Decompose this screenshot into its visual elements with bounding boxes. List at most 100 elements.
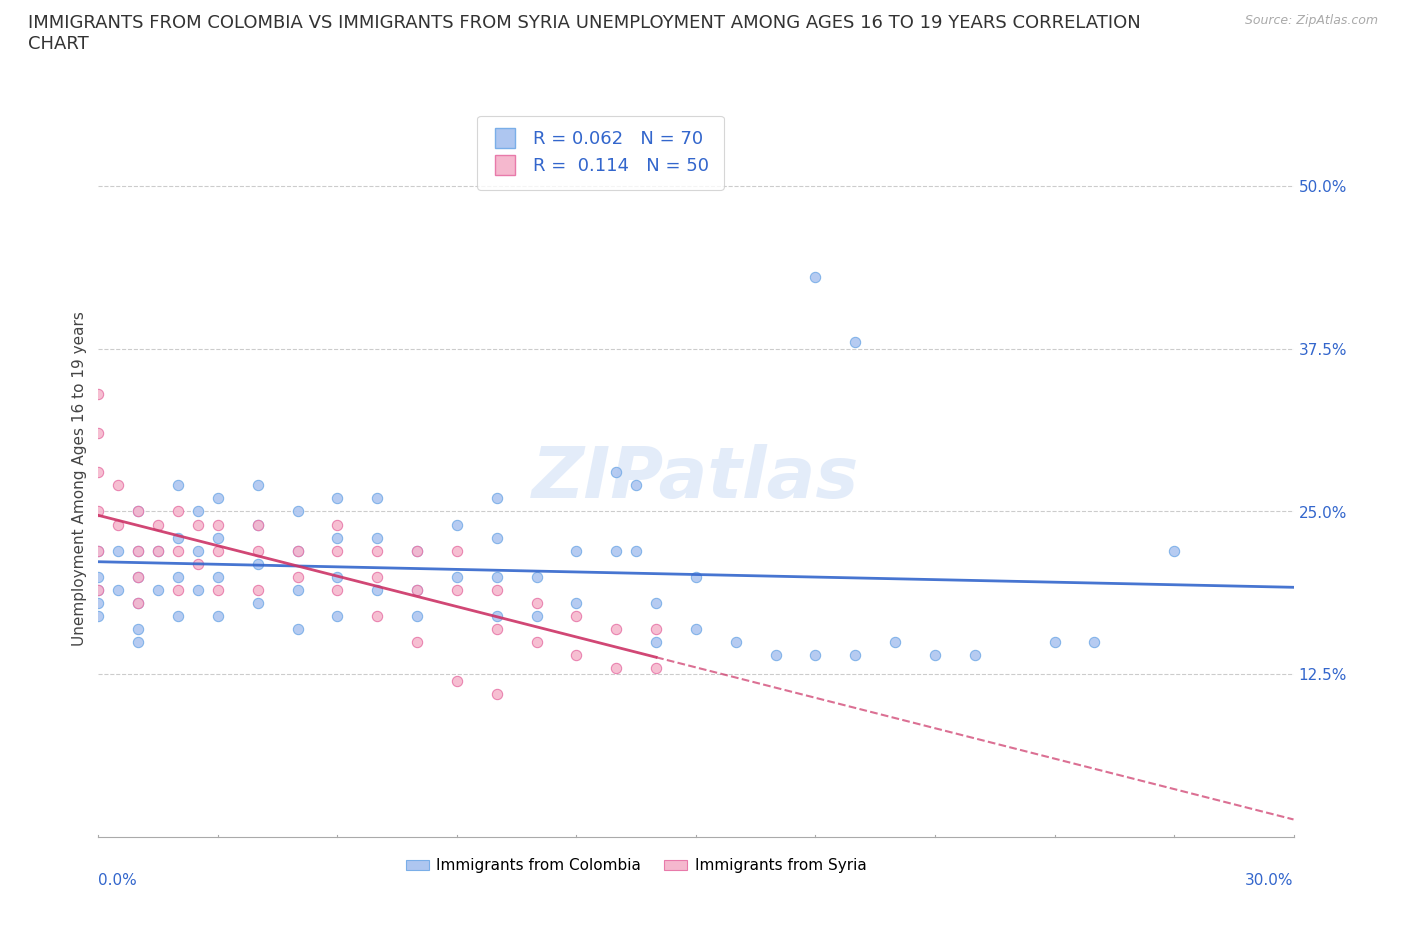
Point (485, 608, 508, 623)
Text: 0.0%: 0.0% (98, 872, 138, 888)
Point (87, 582, 110, 597)
Point (187, 517, 209, 532)
Point (107, 543, 129, 558)
Point (446, 543, 468, 558)
Point (287, 543, 309, 558)
Point (87, 582, 110, 597)
Point (87, 569, 110, 584)
Point (207, 530, 229, 545)
Point (287, 621, 309, 636)
Point (326, 543, 349, 558)
Point (844, 647, 866, 662)
Point (207, 582, 229, 597)
Point (1083, 634, 1105, 649)
Point (406, 543, 429, 558)
Point (526, 634, 548, 649)
Point (207, 608, 229, 623)
Text: ZIPatlas: ZIPatlas (533, 445, 859, 513)
Point (187, 504, 209, 519)
Text: 30.0%: 30.0% (1246, 872, 1294, 888)
Text: Source: ZipAtlas.com: Source: ZipAtlas.com (1244, 14, 1378, 27)
Point (148, 543, 170, 558)
Point (107, 478, 129, 493)
Point (326, 608, 349, 623)
Point (87, 543, 110, 558)
Point (127, 504, 149, 519)
Point (1043, 634, 1066, 649)
Point (685, 569, 707, 584)
Point (645, 660, 668, 675)
Point (626, 543, 648, 558)
Point (526, 569, 548, 584)
Point (167, 504, 190, 519)
Point (626, 478, 648, 493)
Point (207, 543, 229, 558)
Point (326, 517, 349, 532)
Point (1163, 543, 1185, 558)
Point (167, 569, 190, 584)
Point (127, 634, 149, 649)
Point (246, 543, 269, 558)
Point (287, 582, 309, 597)
Point (107, 582, 129, 597)
Point (127, 621, 149, 636)
Point (446, 673, 468, 688)
Point (148, 543, 170, 558)
Point (446, 582, 468, 597)
Point (406, 543, 429, 558)
Point (87, 465, 110, 480)
Point (246, 478, 269, 493)
Point (565, 543, 588, 558)
Point (366, 608, 388, 623)
Point (366, 582, 388, 597)
Point (406, 582, 429, 597)
Point (127, 504, 149, 519)
Point (207, 491, 229, 506)
Point (207, 517, 229, 532)
Point (127, 543, 149, 558)
Point (924, 647, 946, 662)
Point (187, 543, 209, 558)
Point (127, 543, 149, 558)
Point (87, 504, 110, 519)
Point (485, 569, 508, 584)
Point (565, 595, 588, 610)
Point (287, 543, 309, 558)
Point (526, 595, 548, 610)
Point (87, 426, 110, 441)
Point (87, 387, 110, 402)
Point (485, 621, 508, 636)
Point (167, 543, 190, 558)
Point (685, 621, 707, 636)
Point (645, 595, 668, 610)
Point (167, 478, 190, 493)
Point (127, 569, 149, 584)
Point (485, 491, 508, 506)
Point (485, 686, 508, 701)
Point (406, 634, 429, 649)
Point (446, 569, 468, 584)
Point (645, 621, 668, 636)
Point (366, 491, 388, 506)
Legend: Immigrants from Colombia, Immigrants from Syria: Immigrants from Colombia, Immigrants fro… (399, 852, 873, 880)
Point (246, 517, 269, 532)
Point (287, 504, 309, 519)
Point (246, 595, 269, 610)
Point (645, 634, 668, 649)
Point (107, 517, 129, 532)
Point (804, 270, 827, 285)
Point (605, 621, 627, 636)
Point (565, 608, 588, 623)
Y-axis label: Unemployment Among Ages 16 to 19 years: Unemployment Among Ages 16 to 19 years (72, 312, 87, 646)
Point (287, 569, 309, 584)
Point (485, 530, 508, 545)
Point (87, 608, 110, 623)
Point (605, 660, 627, 675)
Point (326, 530, 349, 545)
Point (87, 543, 110, 558)
Point (485, 582, 508, 597)
Point (246, 556, 269, 571)
Text: IMMIGRANTS FROM COLOMBIA VS IMMIGRANTS FROM SYRIA UNEMPLOYMENT AMONG AGES 16 TO : IMMIGRANTS FROM COLOMBIA VS IMMIGRANTS F… (28, 14, 1140, 53)
Point (167, 530, 190, 545)
Point (605, 465, 627, 480)
